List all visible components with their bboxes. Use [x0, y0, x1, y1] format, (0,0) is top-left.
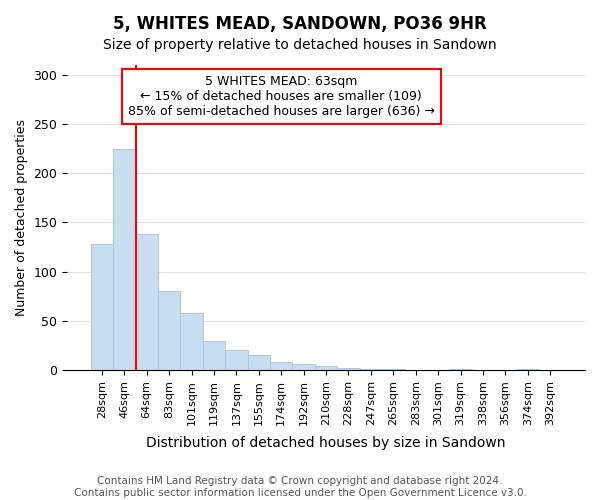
Bar — [181, 313, 203, 370]
Bar — [270, 362, 292, 370]
Bar — [449, 369, 472, 370]
Bar — [136, 234, 158, 370]
Text: Contains HM Land Registry data © Crown copyright and database right 2024.
Contai: Contains HM Land Registry data © Crown c… — [74, 476, 526, 498]
Bar — [248, 356, 270, 370]
Bar — [315, 366, 337, 370]
Bar — [91, 244, 113, 370]
Bar — [517, 369, 539, 370]
Bar — [203, 340, 225, 370]
Bar — [382, 369, 404, 370]
Text: Size of property relative to detached houses in Sandown: Size of property relative to detached ho… — [103, 38, 497, 52]
Text: 5, WHITES MEAD, SANDOWN, PO36 9HR: 5, WHITES MEAD, SANDOWN, PO36 9HR — [113, 15, 487, 33]
Bar — [158, 292, 181, 370]
Y-axis label: Number of detached properties: Number of detached properties — [15, 119, 28, 316]
Bar — [225, 350, 248, 370]
Text: 5 WHITES MEAD: 63sqm
← 15% of detached houses are smaller (109)
85% of semi-deta: 5 WHITES MEAD: 63sqm ← 15% of detached h… — [128, 75, 434, 118]
Bar — [113, 148, 136, 370]
Bar — [337, 368, 360, 370]
X-axis label: Distribution of detached houses by size in Sandown: Distribution of detached houses by size … — [146, 436, 506, 450]
Bar — [360, 369, 382, 370]
Bar — [292, 364, 315, 370]
